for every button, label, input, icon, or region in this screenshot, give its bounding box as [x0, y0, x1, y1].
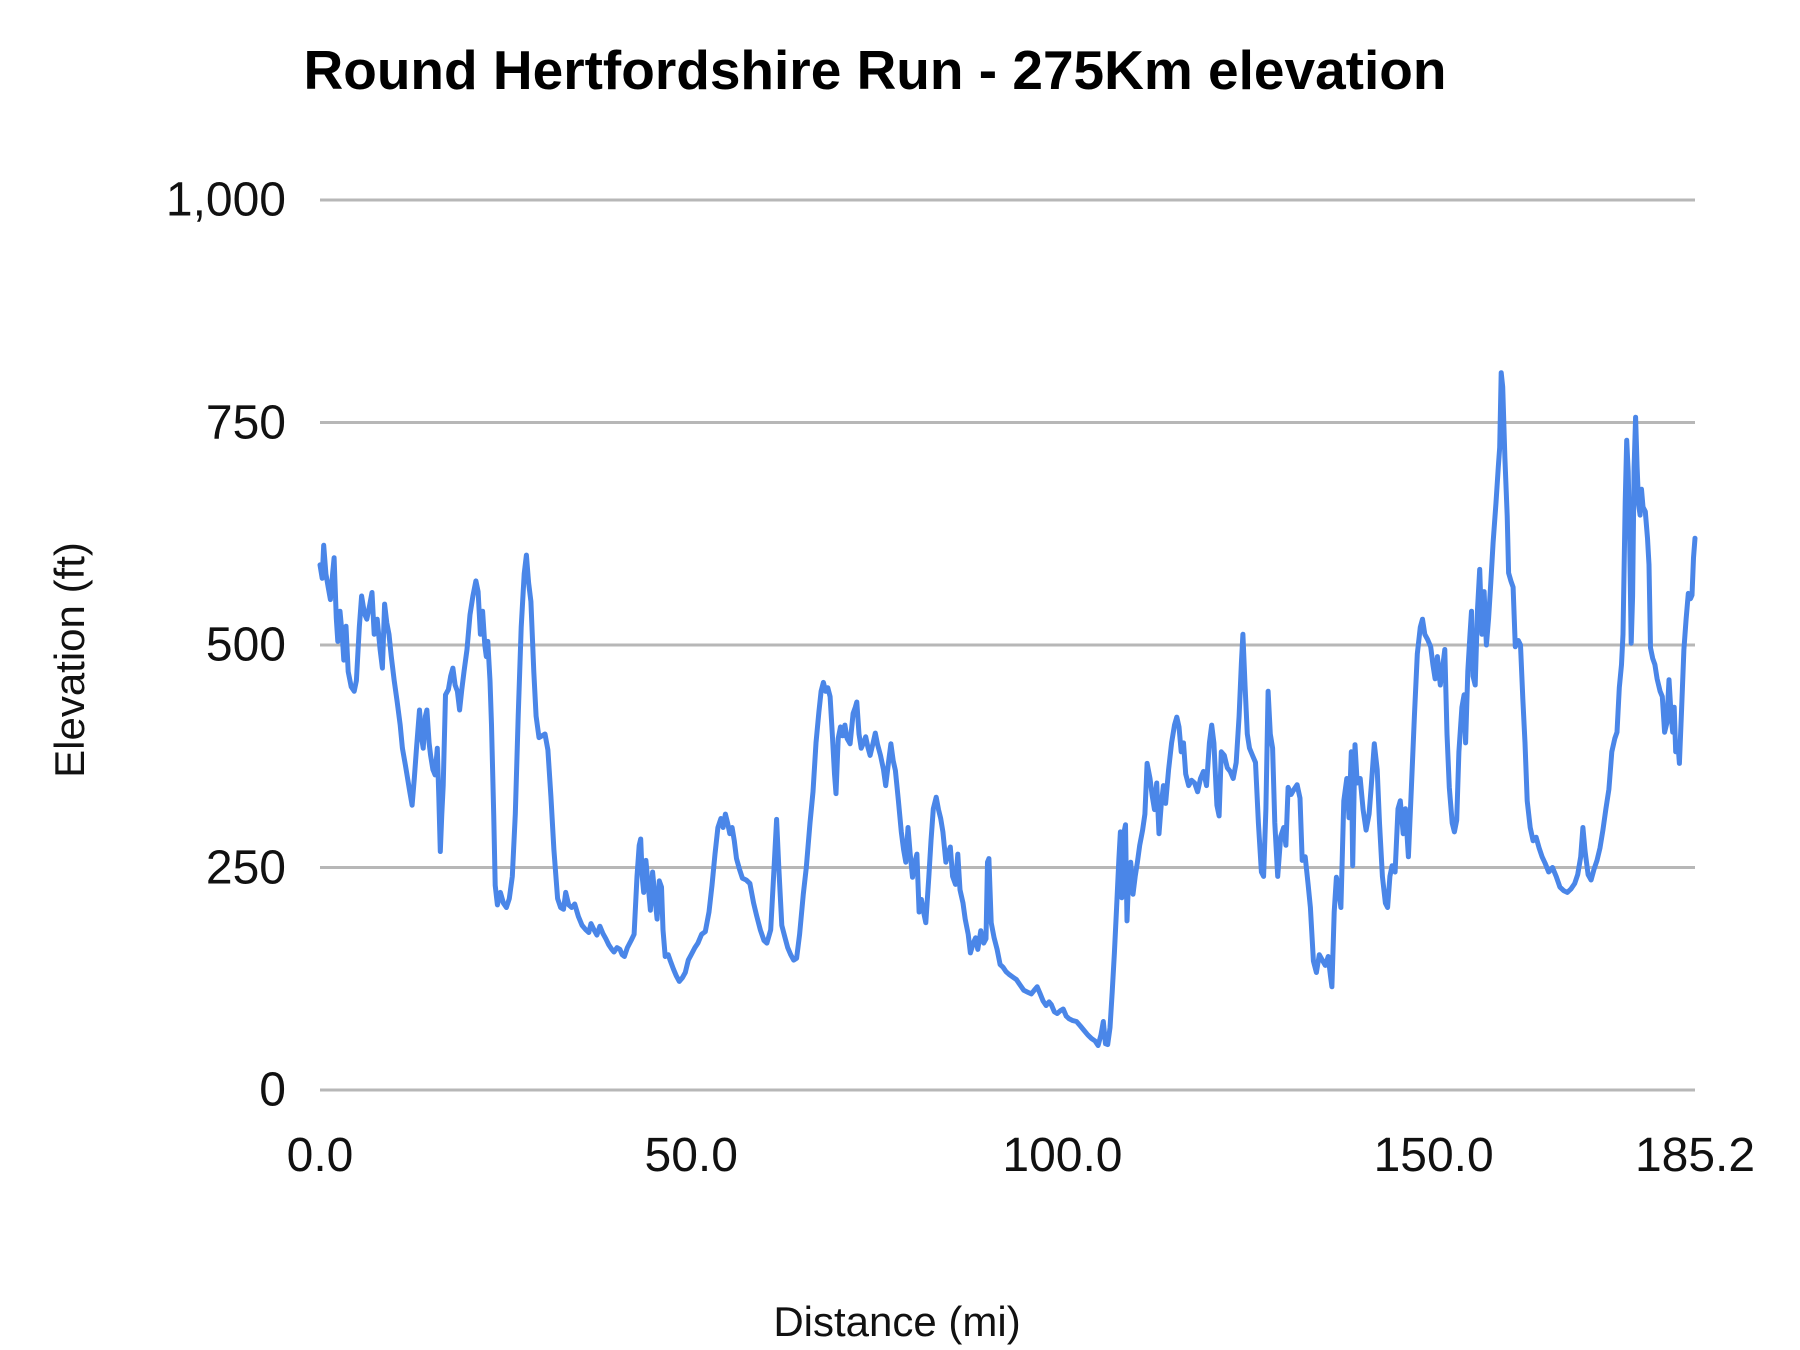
x-tick-label: 150.0	[1373, 1129, 1494, 1182]
y-tick-label: 1,000	[165, 173, 286, 227]
y-tick-label: 250	[205, 841, 286, 894]
x-tick-label: 185.2	[1634, 1129, 1756, 1182]
y-tick-label: 750	[205, 396, 286, 449]
gridlines	[320, 198, 1695, 1092]
y-axis-title: Elevation (ft)	[46, 542, 93, 778]
elevation-line-series	[317, 370, 1698, 1048]
x-axis-title: Distance (mi)	[773, 1298, 1021, 1345]
x-tick-label: 0.0	[286, 1129, 354, 1182]
x-tick-label: 50.0	[644, 1129, 738, 1182]
x-tick-label: 100.0	[1002, 1129, 1123, 1182]
chart-title: Round Hertfordshire Run - 275Km elevatio…	[303, 39, 1447, 101]
y-tick-label: 500	[205, 618, 286, 672]
y-tick-label: 0	[259, 1063, 286, 1117]
